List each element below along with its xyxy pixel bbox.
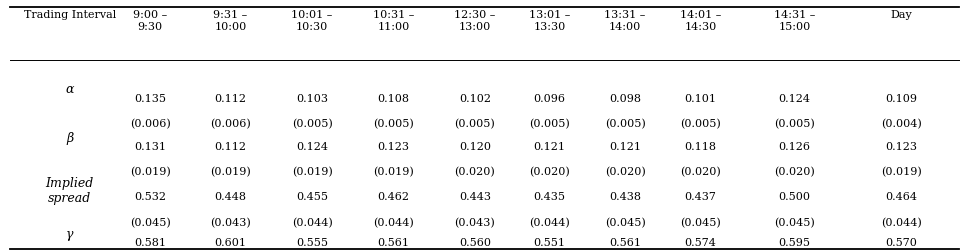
Text: 0.500: 0.500 xyxy=(778,192,811,202)
Text: 9:31 –
10:00: 9:31 – 10:00 xyxy=(213,10,248,32)
Text: (0.045): (0.045) xyxy=(130,217,171,227)
Text: 14:01 –
14:30: 14:01 – 14:30 xyxy=(680,10,721,32)
Text: (0.020): (0.020) xyxy=(454,166,495,177)
Text: 0.124: 0.124 xyxy=(296,141,328,151)
Text: 0.601: 0.601 xyxy=(214,237,247,247)
Text: 0.561: 0.561 xyxy=(377,237,410,247)
Text: (0.020): (0.020) xyxy=(774,166,815,177)
Text: (0.020): (0.020) xyxy=(529,166,570,177)
Text: (0.019): (0.019) xyxy=(130,166,171,177)
Text: Trading Interval: Trading Interval xyxy=(23,10,116,20)
Text: 0.109: 0.109 xyxy=(885,93,918,103)
Text: 0.574: 0.574 xyxy=(685,237,716,247)
Text: 0.126: 0.126 xyxy=(778,141,811,151)
Text: 0.096: 0.096 xyxy=(533,93,566,103)
Text: 0.462: 0.462 xyxy=(377,192,410,202)
Text: (0.005): (0.005) xyxy=(529,118,570,129)
Text: 9:00 –
9:30: 9:00 – 9:30 xyxy=(133,10,168,32)
Text: 0.448: 0.448 xyxy=(214,192,247,202)
Text: 0.131: 0.131 xyxy=(134,141,167,151)
Text: 0.135: 0.135 xyxy=(134,93,167,103)
Text: 0.123: 0.123 xyxy=(885,141,918,151)
Text: (0.005): (0.005) xyxy=(774,118,815,129)
Text: (0.020): (0.020) xyxy=(680,166,721,177)
Text: 0.120: 0.120 xyxy=(458,141,491,151)
Text: 13:01 –
13:30: 13:01 – 13:30 xyxy=(529,10,570,32)
Text: 0.443: 0.443 xyxy=(458,192,491,202)
Text: (0.044): (0.044) xyxy=(292,217,332,227)
Text: (0.006): (0.006) xyxy=(210,118,251,129)
Text: 0.532: 0.532 xyxy=(134,192,167,202)
Text: (0.005): (0.005) xyxy=(680,118,721,129)
Text: (0.043): (0.043) xyxy=(210,217,251,227)
Text: 0.464: 0.464 xyxy=(885,192,918,202)
Text: (0.005): (0.005) xyxy=(454,118,495,129)
Text: 0.561: 0.561 xyxy=(609,237,641,247)
Text: (0.045): (0.045) xyxy=(680,217,721,227)
Text: 0.102: 0.102 xyxy=(458,93,491,103)
Text: Day: Day xyxy=(891,10,912,20)
Text: 0.101: 0.101 xyxy=(684,93,717,103)
Text: (0.045): (0.045) xyxy=(605,217,645,227)
Text: (0.006): (0.006) xyxy=(130,118,171,129)
Text: (0.044): (0.044) xyxy=(529,217,570,227)
Text: 0.098: 0.098 xyxy=(609,93,641,103)
Text: 0.555: 0.555 xyxy=(296,237,328,247)
Text: 10:31 –
11:00: 10:31 – 11:00 xyxy=(373,10,414,32)
Text: 12:30 –
13:00: 12:30 – 13:00 xyxy=(454,10,495,32)
Text: 0.437: 0.437 xyxy=(685,192,716,202)
Text: 10:01 –
10:30: 10:01 – 10:30 xyxy=(292,10,332,32)
Text: γ: γ xyxy=(66,227,74,240)
Text: 0.118: 0.118 xyxy=(684,141,717,151)
Text: (0.044): (0.044) xyxy=(373,217,414,227)
Text: (0.043): (0.043) xyxy=(454,217,495,227)
Text: Implied
spread: Implied spread xyxy=(46,176,94,204)
Text: 0.595: 0.595 xyxy=(778,237,811,247)
Text: (0.005): (0.005) xyxy=(292,118,332,129)
Text: 0.108: 0.108 xyxy=(377,93,410,103)
Text: (0.005): (0.005) xyxy=(605,118,645,129)
Text: 0.581: 0.581 xyxy=(134,237,167,247)
Text: 0.570: 0.570 xyxy=(886,237,917,247)
Text: (0.004): (0.004) xyxy=(881,118,922,129)
Text: 14:31 –
15:00: 14:31 – 15:00 xyxy=(774,10,815,32)
Text: (0.019): (0.019) xyxy=(373,166,414,177)
Text: (0.019): (0.019) xyxy=(292,166,332,177)
Text: 0.121: 0.121 xyxy=(533,141,566,151)
Text: 0.124: 0.124 xyxy=(778,93,811,103)
Text: 0.435: 0.435 xyxy=(533,192,566,202)
Text: (0.020): (0.020) xyxy=(605,166,645,177)
Text: 0.112: 0.112 xyxy=(214,93,247,103)
Text: α: α xyxy=(66,83,74,96)
Text: 0.112: 0.112 xyxy=(214,141,247,151)
Text: 0.438: 0.438 xyxy=(609,192,641,202)
Text: (0.019): (0.019) xyxy=(210,166,251,177)
Text: (0.005): (0.005) xyxy=(373,118,414,129)
Text: 0.551: 0.551 xyxy=(533,237,566,247)
Text: 0.121: 0.121 xyxy=(609,141,641,151)
Text: 0.560: 0.560 xyxy=(458,237,491,247)
Text: (0.045): (0.045) xyxy=(774,217,815,227)
Text: 0.103: 0.103 xyxy=(296,93,328,103)
Text: 0.123: 0.123 xyxy=(377,141,410,151)
Text: β: β xyxy=(66,131,74,144)
Text: (0.019): (0.019) xyxy=(881,166,922,177)
Text: 13:31 –
14:00: 13:31 – 14:00 xyxy=(605,10,645,32)
Text: 0.455: 0.455 xyxy=(296,192,328,202)
Text: (0.044): (0.044) xyxy=(881,217,922,227)
